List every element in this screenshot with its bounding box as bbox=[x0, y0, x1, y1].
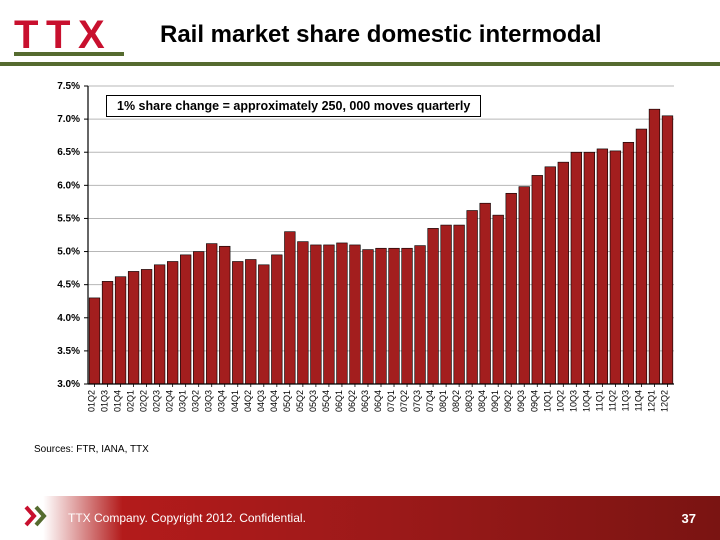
svg-text:05Q1: 05Q1 bbox=[282, 390, 292, 412]
svg-text:T: T bbox=[46, 14, 70, 56]
bar-chart: 3.0% 3.5% 4.0% 4.5% 5.0% 5.5% 6.0% 6.5% 7.0% 7.5%… bbox=[36, 76, 684, 436]
svg-text:09Q3: 09Q3 bbox=[516, 390, 526, 412]
svg-text:05Q2: 05Q2 bbox=[295, 390, 305, 412]
svg-text:02Q1: 02Q1 bbox=[126, 390, 136, 412]
svg-text:09Q4: 09Q4 bbox=[529, 390, 539, 412]
svg-text:4.0%: 4.0% bbox=[57, 313, 80, 324]
svg-text:10Q2: 10Q2 bbox=[555, 390, 565, 412]
svg-text:05Q4: 05Q4 bbox=[321, 390, 331, 412]
svg-text:06Q4: 06Q4 bbox=[373, 390, 383, 412]
svg-text:04Q4: 04Q4 bbox=[269, 390, 279, 412]
svg-text:03Q3: 03Q3 bbox=[204, 390, 214, 412]
svg-text:03Q1: 03Q1 bbox=[178, 390, 188, 412]
chart-canvas: 3.0% 3.5% 4.0% 4.5% 5.0% 5.5% 6.0% 6.5% 7.0% 7.5%… bbox=[36, 76, 684, 436]
svg-text:3.0%: 3.0% bbox=[57, 379, 80, 390]
svg-text:07Q1: 07Q1 bbox=[386, 390, 396, 412]
svg-text:10Q1: 10Q1 bbox=[542, 390, 552, 412]
svg-text:07Q3: 07Q3 bbox=[412, 390, 422, 412]
svg-text:07Q2: 07Q2 bbox=[399, 390, 409, 412]
svg-text:10Q3: 10Q3 bbox=[568, 390, 578, 412]
ttx-logo: T T X bbox=[14, 14, 124, 56]
svg-text:08Q2: 08Q2 bbox=[451, 390, 461, 412]
svg-text:02Q2: 02Q2 bbox=[139, 390, 149, 412]
svg-text:T: T bbox=[14, 14, 38, 56]
svg-text:11Q4: 11Q4 bbox=[633, 390, 643, 411]
svg-text:12Q2: 12Q2 bbox=[659, 390, 669, 412]
svg-text:09Q2: 09Q2 bbox=[503, 390, 513, 412]
ttx-logo-icon: T T X bbox=[14, 14, 124, 56]
svg-text:07Q4: 07Q4 bbox=[425, 390, 435, 412]
svg-text:11Q1: 11Q1 bbox=[594, 390, 604, 411]
page-number: 37 bbox=[682, 511, 696, 526]
svg-text:08Q4: 08Q4 bbox=[477, 390, 487, 412]
slide-title: Rail market share domestic intermodal bbox=[160, 21, 602, 49]
svg-text:04Q2: 04Q2 bbox=[243, 390, 253, 412]
svg-text:5.5%: 5.5% bbox=[57, 213, 80, 224]
svg-text:05Q3: 05Q3 bbox=[308, 390, 318, 412]
svg-text:01Q3: 01Q3 bbox=[100, 390, 110, 412]
svg-text:4.5%: 4.5% bbox=[57, 280, 80, 291]
svg-text:6.0%: 6.0% bbox=[57, 180, 80, 191]
svg-text:7.0%: 7.0% bbox=[57, 114, 80, 125]
svg-text:06Q3: 06Q3 bbox=[360, 390, 370, 412]
svg-text:03Q2: 03Q2 bbox=[191, 390, 201, 412]
svg-text:04Q3: 04Q3 bbox=[256, 390, 266, 412]
sources-text: Sources: FTR, IANA, TTX bbox=[34, 444, 720, 455]
svg-text:3.5%: 3.5% bbox=[57, 346, 80, 357]
svg-text:08Q1: 08Q1 bbox=[438, 390, 448, 412]
svg-text:6.5%: 6.5% bbox=[57, 147, 80, 158]
svg-text:01Q4: 01Q4 bbox=[113, 390, 123, 412]
svg-text:5.0%: 5.0% bbox=[57, 247, 80, 258]
slide-header: T T X Rail market share domestic intermo… bbox=[0, 0, 720, 62]
svg-text:08Q3: 08Q3 bbox=[464, 390, 474, 412]
svg-text:06Q2: 06Q2 bbox=[347, 390, 357, 412]
slide-footer: TTX Company. Copyright 2012. Confidentia… bbox=[0, 496, 720, 540]
svg-text:06Q1: 06Q1 bbox=[334, 390, 344, 412]
chevron-icon bbox=[24, 505, 54, 532]
svg-text:11Q3: 11Q3 bbox=[620, 390, 630, 411]
svg-text:01Q2: 01Q2 bbox=[87, 390, 97, 412]
svg-text:02Q4: 02Q4 bbox=[165, 390, 175, 412]
footer-text: TTX Company. Copyright 2012. Confidentia… bbox=[68, 511, 306, 525]
chart-note: 1% share change = approximately 250, 000… bbox=[106, 95, 481, 117]
svg-text:04Q1: 04Q1 bbox=[230, 390, 240, 412]
svg-text:10Q4: 10Q4 bbox=[581, 390, 591, 412]
svg-text:7.5%: 7.5% bbox=[57, 81, 80, 92]
svg-text:X: X bbox=[78, 14, 105, 56]
accent-bar bbox=[0, 62, 720, 66]
svg-text:12Q1: 12Q1 bbox=[646, 390, 656, 412]
svg-text:03Q4: 03Q4 bbox=[217, 390, 227, 412]
svg-text:11Q2: 11Q2 bbox=[607, 390, 617, 411]
svg-text:09Q1: 09Q1 bbox=[490, 390, 500, 412]
svg-text:02Q3: 02Q3 bbox=[152, 390, 162, 412]
